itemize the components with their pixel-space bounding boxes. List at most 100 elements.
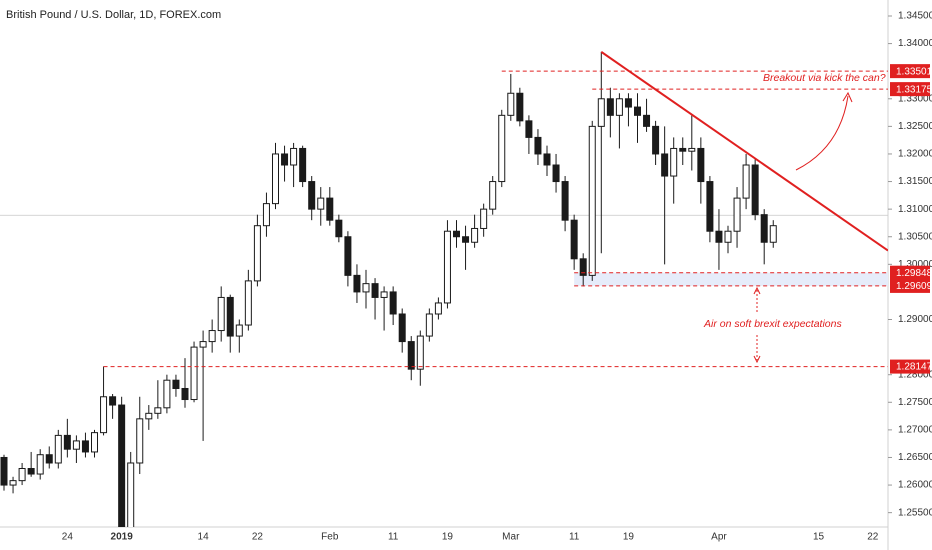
- annotation: Breakout via kick the can?: [763, 72, 886, 84]
- arrow-head: [842, 91, 853, 103]
- y-tick-label: 1.32000: [898, 149, 932, 160]
- candle-body: [606, 98, 614, 116]
- arrow-head: [753, 286, 761, 364]
- candle-body: [516, 92, 524, 122]
- candle-body: [742, 164, 750, 199]
- candle-body: [634, 106, 641, 116]
- candle-body: [552, 164, 560, 183]
- candle-body: [670, 147, 678, 177]
- candle-body: [199, 341, 207, 348]
- candle-body: [118, 404, 126, 527]
- candle-body: [525, 120, 533, 138]
- candle-body: [724, 230, 732, 243]
- candle-body: [136, 418, 144, 464]
- candle-body: [688, 147, 696, 152]
- candle-body: [362, 283, 370, 293]
- candle-body: [543, 153, 551, 166]
- candle-body: [27, 468, 35, 475]
- candle-body: [434, 302, 442, 315]
- level-label: 1.33175: [896, 84, 932, 95]
- candle-body: [9, 480, 17, 486]
- x-tick-label: Mar: [502, 532, 520, 543]
- level-label-box: [890, 278, 930, 293]
- trendline: [600, 51, 888, 252]
- candle-body: [389, 291, 397, 315]
- y-tick-label: 1.28000: [898, 369, 932, 380]
- y-tick-label: 1.27000: [898, 425, 932, 436]
- x-tick-label: 14: [198, 532, 210, 543]
- candle-body: [0, 456, 8, 486]
- candle-body: [63, 434, 71, 450]
- candle-body: [344, 236, 352, 276]
- x-tick-label: Feb: [321, 532, 339, 543]
- candle-body: [733, 197, 741, 232]
- candle-body: [652, 125, 660, 155]
- x-tick-label: 19: [442, 532, 454, 543]
- candle-body: [127, 462, 135, 527]
- candle-body: [480, 208, 488, 229]
- candle-body: [760, 214, 768, 243]
- candle-body: [597, 98, 605, 127]
- x-tick-label: Apr: [711, 532, 727, 543]
- candle-body: [45, 454, 53, 464]
- candle-body: [281, 153, 289, 166]
- candle-body: [751, 164, 759, 216]
- candle-body: [36, 454, 44, 475]
- candle-body: [398, 313, 406, 343]
- candle-body: [407, 341, 415, 370]
- x-tick-label: 24: [62, 532, 74, 543]
- candle-body: [570, 219, 578, 260]
- candle-body: [534, 136, 542, 155]
- candle-body: [226, 296, 234, 337]
- candle-body: [290, 147, 298, 166]
- candle-body: [299, 147, 307, 183]
- arrow-curve: [795, 95, 849, 171]
- y-tick-label: 1.26500: [898, 452, 932, 463]
- candle-body: [371, 283, 379, 298]
- level-label-box: [890, 359, 930, 374]
- candle-body: [416, 335, 424, 370]
- candle-body: [190, 346, 198, 401]
- candle-body: [679, 147, 687, 152]
- y-tick-label: 1.31000: [898, 204, 932, 215]
- candle-body: [317, 197, 325, 210]
- plot-area: [0, 51, 888, 527]
- candle-body: [308, 181, 316, 210]
- candle-body: [561, 181, 569, 221]
- candle-body: [615, 98, 623, 116]
- candle-body: [507, 92, 515, 116]
- x-tick-label: 19: [623, 532, 635, 543]
- candle-body: [154, 407, 162, 414]
- level-label-box: [890, 82, 930, 97]
- candle-body: [181, 387, 189, 401]
- candle-body: [579, 258, 587, 276]
- level-label: 1.29848: [896, 268, 932, 279]
- candle-body: [217, 296, 225, 332]
- candle-body: [72, 440, 80, 450]
- candle-body: [235, 324, 243, 337]
- annotation: Air on soft brexit expectations: [703, 318, 842, 330]
- y-tick-label: 1.32500: [898, 121, 932, 132]
- candle-body: [715, 230, 723, 243]
- candle-body: [81, 440, 89, 453]
- support-zone: [574, 272, 888, 286]
- candle-body: [109, 396, 117, 406]
- level-label: 1.33501: [896, 66, 932, 77]
- x-tick-label: 22: [252, 532, 264, 543]
- candle-body: [624, 98, 632, 108]
- candle-body: [489, 181, 497, 210]
- y-tick-label: 1.34500: [898, 11, 932, 22]
- y-tick-label: 1.26000: [898, 480, 932, 491]
- y-tick-label: 1.27500: [898, 397, 932, 408]
- candle-body: [145, 412, 153, 420]
- x-tick-label: 15: [813, 532, 825, 543]
- candle-body: [471, 227, 479, 243]
- candle-body: [253, 225, 261, 282]
- candle-body: [91, 432, 98, 453]
- candle-body: [697, 147, 705, 183]
- y-tick-label: 1.31500: [898, 176, 932, 187]
- candle-body: [272, 153, 279, 205]
- x-tick-label: 2019: [111, 532, 134, 543]
- candle-body: [18, 468, 26, 482]
